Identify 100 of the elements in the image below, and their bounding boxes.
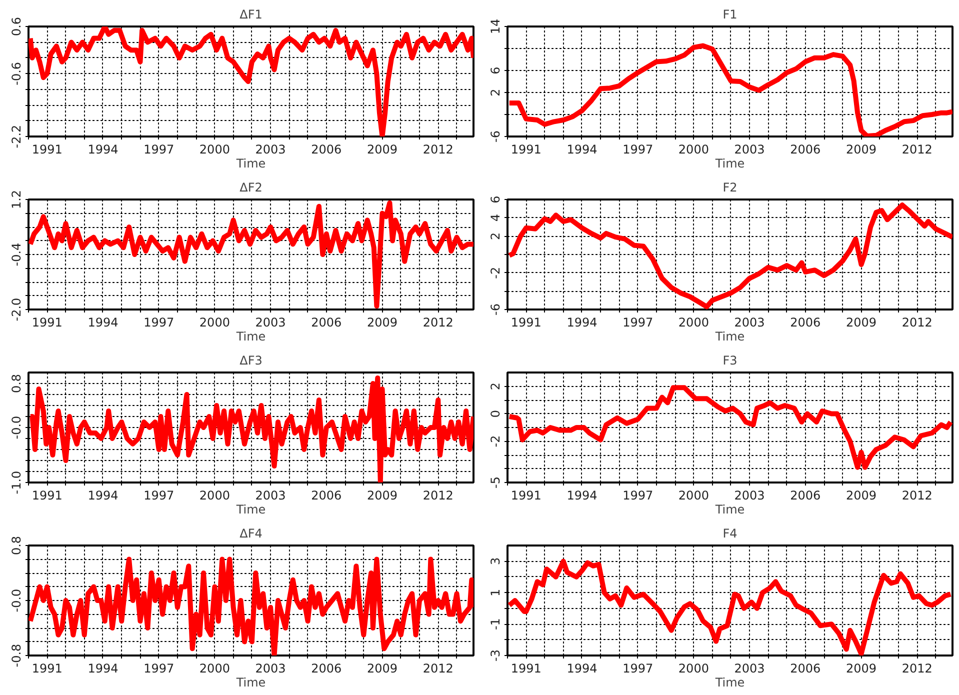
x-axis-title: Time	[235, 330, 266, 344]
x-tick-label: 2006	[790, 662, 821, 676]
x-tick-label: 2000	[199, 488, 230, 502]
x-tick-label: 1991	[32, 662, 62, 676]
x-tick-label: 2003	[734, 662, 765, 676]
y-tick-label: 0.8	[10, 536, 24, 556]
x-tick-label: 2012	[902, 316, 932, 330]
x-tick-label: 1997	[622, 488, 654, 502]
x-tick-label: 1991	[32, 488, 62, 502]
x-tick-label: 1994	[88, 142, 118, 156]
x-tick-label: 2006	[790, 316, 821, 330]
x-axis-title: Time	[714, 156, 745, 170]
y-tick-label: 2	[488, 88, 502, 96]
x-axis-title: Time	[714, 502, 745, 516]
chart-title: ΔF2	[240, 180, 262, 194]
x-tick-label: 1994	[566, 142, 598, 156]
y-tick-label: -1.0	[10, 470, 24, 494]
x-tick-label: 2000	[199, 316, 230, 330]
y-tick-label: 1	[488, 588, 502, 596]
x-tick-label: 2009	[846, 142, 877, 156]
x-tick-label: 2012	[422, 662, 454, 676]
x-tick-label: 2006	[790, 142, 821, 156]
x-tick-label: 2000	[678, 142, 709, 156]
y-tick-label: -0.6	[10, 62, 24, 86]
x-tick-label: 1994	[88, 316, 118, 330]
y-tick-label: 14	[488, 18, 502, 34]
y-tick-label: 0.8	[10, 374, 24, 394]
x-tick-label: 1994	[566, 488, 598, 502]
x-axis-title: Time	[714, 676, 745, 690]
x-tick-label: 2009	[846, 662, 877, 676]
x-tick-label: 2009	[366, 488, 398, 502]
y-tick-label: 4	[488, 214, 502, 222]
x-tick-label: 2009	[366, 142, 398, 156]
y-tick-label: -0.0	[10, 588, 24, 612]
y-tick-label: -2.2	[10, 124, 24, 148]
x-axis-title: Time	[714, 330, 745, 344]
x-tick-label: 2012	[902, 488, 932, 502]
x-tick-label: 2009	[366, 662, 398, 676]
x-tick-label: 2000	[678, 316, 709, 330]
y-tick-label: 0	[488, 410, 502, 418]
y-tick-label: 6	[488, 196, 502, 204]
y-tick-label: 6	[488, 66, 502, 74]
x-tick-label: 2006	[311, 316, 342, 330]
x-tick-label: 2003	[255, 142, 286, 156]
y-tick-label: 2	[488, 232, 502, 240]
x-tick-label: 2012	[422, 488, 454, 502]
chart-title: ΔF1	[240, 8, 262, 22]
x-tick-label: 2009	[366, 316, 398, 330]
x-tick-label: 2009	[846, 488, 877, 502]
y-tick-label: 2	[488, 382, 502, 390]
x-tick-label: 1997	[144, 142, 174, 156]
x-tick-label: 1991	[510, 316, 542, 330]
x-tick-label: 1994	[566, 316, 598, 330]
y-tick-label: -2.0	[10, 298, 24, 322]
y-tick-label: -1	[488, 618, 502, 630]
x-tick-label: 2012	[902, 142, 932, 156]
x-tick-label: 1991	[510, 488, 542, 502]
y-tick-label: -6	[488, 304, 502, 316]
x-axis-title: Time	[235, 156, 266, 170]
x-tick-label: 1991	[510, 142, 542, 156]
x-axis-title: Time	[235, 676, 266, 690]
y-tick-label: -2	[488, 435, 502, 448]
x-tick-label: 2003	[255, 488, 286, 502]
x-tick-label: 2012	[422, 142, 454, 156]
x-axis-title: Time	[235, 502, 266, 516]
x-tick-label: 2003	[255, 316, 286, 330]
x-tick-label: 2003	[734, 316, 765, 330]
chart-title: F1	[722, 8, 738, 22]
x-tick-label: 2006	[311, 488, 342, 502]
x-tick-label: 1994	[88, 488, 118, 502]
y-tick-label: 1.2	[10, 190, 24, 210]
x-tick-label: 1991	[510, 662, 542, 676]
chart-title: F2	[722, 180, 738, 194]
y-tick-label: -2	[488, 266, 502, 279]
y-tick-label: -6	[488, 130, 502, 142]
y-tick-label: -5	[488, 476, 502, 488]
x-tick-label: 1997	[144, 662, 174, 676]
x-tick-label: 1997	[144, 316, 174, 330]
chart-title: ΔF4	[240, 526, 262, 540]
y-tick-label: -0.4	[10, 242, 24, 266]
x-tick-label: 2000	[199, 142, 230, 156]
x-tick-label: 2006	[311, 662, 342, 676]
y-tick-label: 3	[488, 557, 502, 566]
x-tick-label: 2006	[311, 142, 342, 156]
y-tick-label: -3	[488, 650, 502, 662]
x-tick-label: 1991	[32, 142, 62, 156]
y-tick-label: 0.6	[10, 16, 24, 36]
x-tick-label: 1994	[566, 662, 598, 676]
x-tick-label: 2012	[422, 316, 454, 330]
x-tick-label: 2003	[734, 142, 765, 156]
x-tick-label: 1997	[622, 316, 654, 330]
x-tick-label: 2000	[678, 662, 709, 676]
x-tick-label: 1997	[622, 662, 654, 676]
x-tick-label: 1997	[144, 488, 174, 502]
x-tick-label: 2009	[846, 316, 877, 330]
x-tick-label: 2006	[790, 488, 821, 502]
x-tick-label: 2012	[902, 662, 932, 676]
x-tick-label: 1997	[622, 142, 654, 156]
y-tick-label: -0.8	[10, 644, 24, 668]
x-tick-label: 2003	[255, 662, 286, 676]
